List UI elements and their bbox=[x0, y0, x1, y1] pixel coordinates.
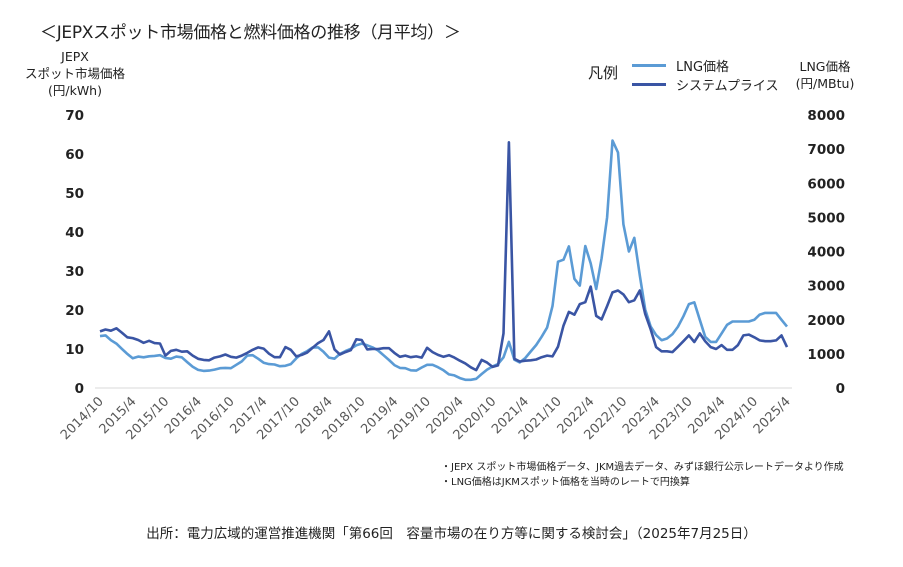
legend-label: 凡例 bbox=[588, 64, 619, 82]
legend-swatch-lng bbox=[632, 64, 666, 67]
series-line-lng-price bbox=[99, 139, 789, 382]
series-line-system-price bbox=[99, 141, 789, 372]
chart-title: ＜JEPXスポット市場価格と燃料価格の推移（月平均）＞ bbox=[40, 23, 461, 43]
left-axis-tick-label: 40 bbox=[65, 225, 84, 241]
right-axis-tick-label: 3000 bbox=[807, 279, 845, 295]
right-axis-title-line: LNG価格 bbox=[799, 59, 851, 74]
x-axis-tick-label: 2025/4 bbox=[751, 394, 794, 437]
left-axis-title-line: (円/kWh) bbox=[48, 83, 102, 98]
right-axis-tick-label: 0 bbox=[836, 381, 845, 397]
left-axis-tick-label: 70 bbox=[65, 108, 84, 124]
left-axis-title-line: JEPX bbox=[61, 49, 89, 64]
left-axis-title: JEPX スポット市場価格 (円/kWh) bbox=[20, 48, 130, 99]
notes: ・JEPX スポット市場価格データ、JKM過去データ、みずほ銀行公示レートデータ… bbox=[441, 460, 844, 490]
legend-item-lng: LNG価格 bbox=[676, 60, 730, 75]
right-axis-tick-label: 8000 bbox=[807, 108, 845, 124]
right-axis-tick-label: 5000 bbox=[807, 210, 845, 226]
left-axis-tick-label: 10 bbox=[65, 342, 84, 358]
right-axis-tick-label: 2000 bbox=[807, 313, 845, 329]
right-axis-tick-label: 4000 bbox=[807, 245, 845, 261]
legend-swatch-system-price bbox=[632, 83, 666, 86]
right-axis-tick-label: 6000 bbox=[807, 176, 845, 192]
source-citation: 出所：電力広域的運営推進機関「第66回 容量市場の在り方等に関する検討会」（20… bbox=[146, 526, 757, 542]
note-line: ・JEPX スポット市場価格データ、JKM過去データ、みずほ銀行公示レートデータ… bbox=[441, 462, 844, 473]
legend: LNG価格 システムプライス bbox=[632, 58, 782, 98]
left-axis-tick-label: 60 bbox=[65, 147, 84, 163]
x-axis-tick-label: 2014/10 bbox=[58, 394, 107, 443]
left-axis-tick-label: 50 bbox=[65, 186, 84, 202]
left-axis-tick-label: 0 bbox=[75, 381, 84, 397]
left-axis-title-line: スポット市場価格 bbox=[24, 66, 125, 81]
note-line: ・LNG価格はJKMスポット価格を当時のレートで円換算 bbox=[441, 477, 690, 488]
legend-item-system-price: システムプライス bbox=[676, 79, 779, 94]
left-axis-tick-label: 20 bbox=[65, 303, 84, 319]
right-axis-title: LNG価格 (円/MBtu) bbox=[775, 58, 875, 92]
right-axis-tick-label: 1000 bbox=[807, 347, 845, 363]
left-axis-tick-label: 30 bbox=[65, 264, 84, 280]
right-axis-tick-label: 7000 bbox=[807, 142, 845, 158]
right-axis-title-line: (円/MBtu) bbox=[795, 76, 855, 91]
